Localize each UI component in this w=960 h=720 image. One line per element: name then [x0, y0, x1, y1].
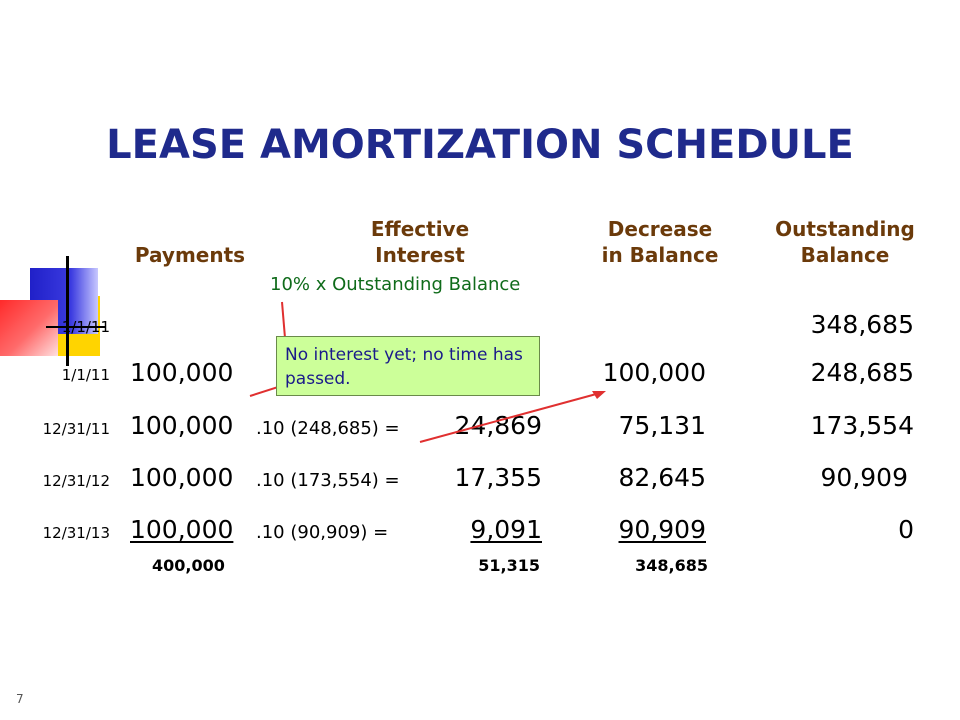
row-payment: 100,000 — [130, 358, 234, 387]
header-decrease-line1: Decrease — [607, 217, 713, 241]
header-payments: Payments — [126, 242, 254, 268]
row-calc: .10 (90,909) = — [256, 522, 389, 543]
row-payment: 100,000 — [130, 463, 234, 492]
row-date: 1/1/11 — [61, 366, 110, 384]
decor-vertical-line — [66, 256, 69, 366]
header-interest-line2: Interest — [375, 243, 465, 267]
interest-to-decrease-arrow — [419, 392, 601, 443]
total-interest: 51,315 — [478, 556, 540, 575]
row-balance: 248,685 — [810, 358, 914, 387]
arrow-head — [592, 391, 606, 399]
interest-formula-note: 10% x Outstanding Balance — [270, 274, 521, 295]
header-outstanding-line1: Outstanding — [775, 217, 915, 241]
total-payments: 400,000 — [152, 556, 225, 575]
row-decrease: 82,645 — [618, 463, 706, 492]
row-date: 12/31/11 — [42, 420, 110, 438]
row-date: 12/31/13 — [42, 524, 110, 542]
row-decrease: 90,909 — [618, 515, 706, 544]
row-date: 1/1/11 — [61, 318, 110, 336]
row-date: 12/31/12 — [42, 472, 110, 490]
header-decrease-balance: Decrease in Balance — [590, 216, 730, 268]
row-decrease: 75,131 — [618, 411, 706, 440]
row-balance: 90,909 — [820, 463, 908, 492]
row-interest: 17,355 — [454, 463, 542, 492]
header-effective-interest: Effective Interest — [340, 216, 500, 268]
row-calc: .10 (173,554) = — [256, 470, 400, 491]
row-interest: 24,869 — [454, 411, 542, 440]
header-interest-line1: Effective — [370, 217, 470, 241]
row-balance: 0 — [898, 515, 914, 544]
slide-number: 7 — [16, 692, 24, 706]
row-calc: .10 (248,685) = — [256, 418, 400, 439]
page-title: LEASE AMORTIZATION SCHEDULE — [106, 122, 854, 168]
row-interest: 9,091 — [470, 515, 542, 544]
header-outstanding-line2: Balance — [800, 243, 890, 267]
row-balance: 348,685 — [810, 310, 914, 339]
row-payment: 100,000 — [130, 411, 234, 440]
total-decrease: 348,685 — [635, 556, 708, 575]
header-payments-label: Payments — [134, 243, 246, 267]
decor-horizontal-line — [46, 326, 106, 328]
row-balance: 173,554 — [810, 411, 914, 440]
decor-red-square — [0, 300, 58, 356]
header-decrease-line2: in Balance — [601, 243, 719, 267]
row-decrease: 100,000 — [602, 358, 706, 387]
row-payment: 100,000 — [130, 515, 234, 544]
header-outstanding-balance: Outstanding Balance — [770, 216, 920, 268]
callout-note: No interest yet; no time has passed. — [276, 336, 540, 396]
